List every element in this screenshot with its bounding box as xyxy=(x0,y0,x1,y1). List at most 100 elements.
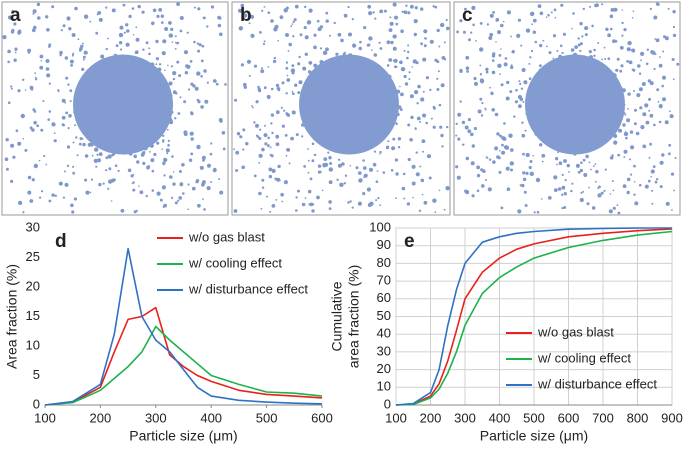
particle xyxy=(614,40,618,43)
particle xyxy=(557,151,559,154)
particle xyxy=(597,187,599,190)
particle xyxy=(383,9,387,13)
particle xyxy=(410,115,414,120)
particle xyxy=(241,165,245,170)
particle xyxy=(358,46,362,51)
particle xyxy=(582,190,584,193)
particle xyxy=(61,115,66,120)
particle xyxy=(672,10,676,14)
particle xyxy=(40,60,42,62)
particle xyxy=(486,157,489,159)
particle xyxy=(570,189,573,193)
particle xyxy=(664,120,669,125)
particle xyxy=(521,133,526,138)
particle xyxy=(362,159,365,162)
particle xyxy=(41,190,44,193)
particle xyxy=(84,52,87,55)
particle xyxy=(339,182,344,187)
particle xyxy=(142,48,145,51)
particle xyxy=(88,143,92,147)
particle xyxy=(528,62,531,65)
particle xyxy=(132,188,136,192)
particle xyxy=(392,59,395,62)
particle xyxy=(425,121,429,125)
particle xyxy=(475,40,477,42)
particle xyxy=(261,178,265,182)
x-axis-label: Particle size (μm) xyxy=(480,428,588,444)
particle xyxy=(270,154,274,158)
particle xyxy=(479,73,483,76)
particle xyxy=(470,31,473,34)
particle xyxy=(521,67,526,73)
particle xyxy=(438,103,442,107)
particle xyxy=(561,173,564,176)
particle xyxy=(170,65,173,68)
particle xyxy=(172,77,176,81)
particle xyxy=(309,177,313,181)
particle xyxy=(263,6,266,8)
particle xyxy=(445,186,450,191)
particle xyxy=(559,44,563,48)
particle xyxy=(440,133,444,138)
particle xyxy=(379,150,382,154)
particle xyxy=(355,166,359,170)
particle xyxy=(505,96,510,101)
particle xyxy=(10,85,13,88)
particle xyxy=(13,58,17,62)
particle xyxy=(374,17,377,20)
particle xyxy=(648,109,651,112)
particle xyxy=(181,163,185,167)
particle xyxy=(388,29,391,31)
particle xyxy=(162,134,165,137)
particle xyxy=(652,165,656,169)
particle xyxy=(268,174,273,179)
particle xyxy=(290,25,293,28)
particle xyxy=(639,106,643,110)
particle xyxy=(351,18,354,21)
particle xyxy=(210,142,213,145)
particle xyxy=(242,148,245,151)
particle xyxy=(89,20,92,23)
particle xyxy=(379,9,384,14)
particle xyxy=(617,211,621,215)
particle xyxy=(251,106,254,109)
particle xyxy=(654,53,657,56)
particle xyxy=(464,125,469,130)
particle xyxy=(629,158,631,161)
particle xyxy=(609,156,614,160)
particle xyxy=(413,32,417,37)
particle xyxy=(395,122,398,126)
particle xyxy=(107,154,112,159)
series-line xyxy=(44,247,323,406)
particle xyxy=(584,26,589,31)
particle xyxy=(138,185,140,187)
particle xyxy=(294,4,299,9)
particle xyxy=(163,157,168,163)
particle xyxy=(273,56,276,60)
particle xyxy=(378,41,381,44)
particle xyxy=(467,118,471,122)
particle xyxy=(552,34,557,38)
particle xyxy=(42,100,45,103)
particle xyxy=(18,200,23,205)
particle xyxy=(38,159,41,162)
particle xyxy=(183,100,187,104)
particle xyxy=(270,87,274,91)
particle xyxy=(212,79,217,83)
particle xyxy=(473,126,477,131)
particle xyxy=(286,74,289,77)
particle xyxy=(510,64,513,67)
particle xyxy=(514,100,519,104)
particle xyxy=(285,92,288,95)
particle xyxy=(267,11,271,14)
particle xyxy=(71,33,76,37)
particle xyxy=(190,111,193,115)
particle xyxy=(407,123,411,127)
particle xyxy=(481,184,485,188)
particle xyxy=(373,53,378,57)
particle xyxy=(32,9,37,14)
particle xyxy=(636,93,641,98)
particle xyxy=(669,110,671,113)
particle xyxy=(61,98,66,103)
particle xyxy=(479,22,483,25)
